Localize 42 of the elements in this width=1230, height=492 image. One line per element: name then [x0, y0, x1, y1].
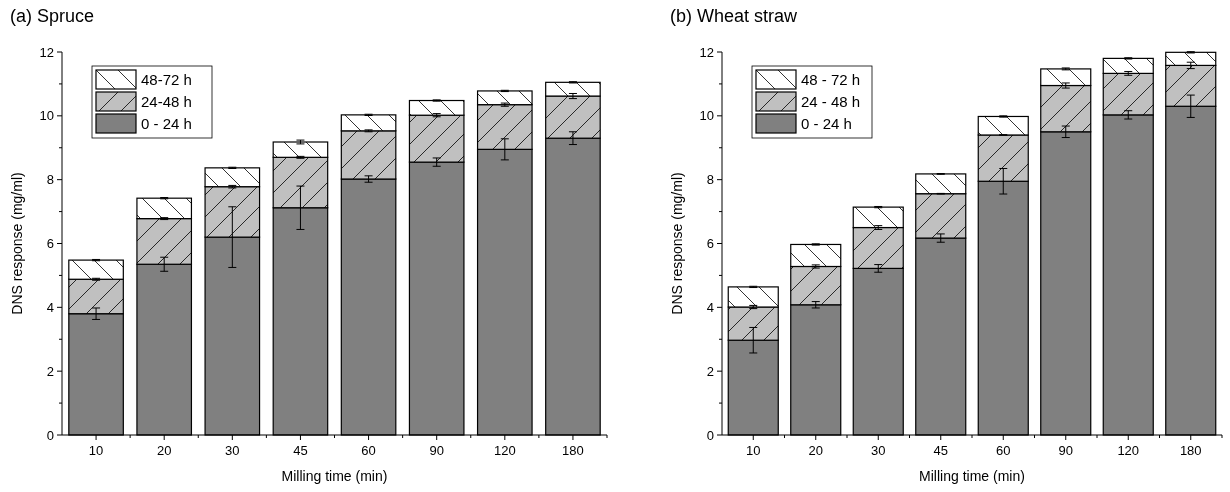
y-axis-title: DNS response (mg/ml)	[9, 172, 25, 315]
legend-label: 24-48 h	[141, 93, 192, 111]
x-tick-label: 180	[1179, 443, 1202, 458]
y-axis-title: DNS response (mg/ml)	[669, 172, 685, 315]
y-tick-label: 0	[706, 427, 714, 443]
y-tick-label: 8	[706, 172, 714, 188]
chart-title: (b) Wheat straw	[670, 6, 799, 26]
y-tick-label: 8	[46, 172, 54, 188]
legend-label: 48 - 72 h	[801, 71, 861, 89]
x-tick-label: 60	[996, 443, 1011, 458]
y-tick-label: 12	[699, 44, 714, 60]
y-tick-label: 2	[706, 363, 714, 379]
x-tick-label: 45	[293, 443, 308, 458]
legend-label: 0 - 24 h	[801, 115, 852, 133]
x-tick-label: 10	[88, 443, 104, 458]
x-tick-label: 120	[1117, 443, 1140, 458]
y-tick-label: 0	[46, 427, 54, 443]
y-tick-label: 12	[39, 44, 54, 60]
x-tick-label: 20	[808, 443, 823, 458]
legend-label: 0 - 24 h	[141, 115, 192, 133]
y-tick-label: 6	[706, 236, 714, 252]
y-tick-label: 10	[39, 108, 54, 124]
x-tick-label: 60	[361, 443, 376, 458]
chart-title: (a) Spruce	[10, 6, 95, 26]
y-tick-label: 4	[706, 299, 714, 315]
x-tick-label: 180	[562, 443, 584, 458]
x-axis-title: Milling time (min)	[919, 468, 1025, 484]
y-tick-label: 4	[46, 299, 54, 315]
x-tick-label: 30	[225, 443, 240, 458]
x-tick-label: 120	[493, 443, 516, 458]
x-tick-label: 90	[429, 443, 444, 458]
legend-label: 48-72 h	[141, 71, 192, 89]
legend-label: 24 - 48 h	[801, 93, 861, 111]
x-tick-label: 45	[933, 443, 948, 458]
y-tick-label: 10	[699, 108, 714, 124]
x-tick-label: 90	[1058, 443, 1073, 458]
y-tick-label: 2	[46, 363, 54, 379]
x-axis-title: Milling time (min)	[281, 468, 388, 484]
x-tick-label: 30	[871, 443, 886, 458]
x-tick-label: 10	[746, 443, 761, 458]
x-tick-label: 20	[156, 443, 172, 458]
y-tick-label: 6	[46, 236, 54, 252]
